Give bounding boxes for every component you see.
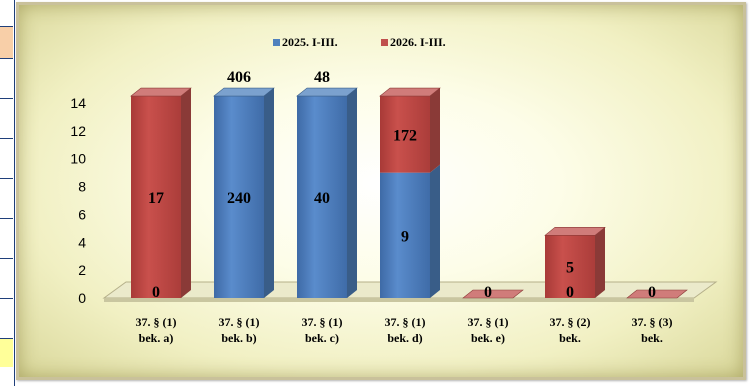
x-axis-category-label: 37. § (1) bek. b) (219, 315, 260, 345)
bar-front (214, 96, 264, 299)
bar-top (626, 289, 688, 299)
legend-label: 2025. I-III. (282, 35, 338, 49)
adjacent-table-cell (0, 298, 13, 339)
x-axis-category-label: 37. § (1) bek. c) (302, 315, 343, 345)
adjacent-table-cell (0, 178, 13, 219)
bar-segment (380, 164, 440, 298)
adjacent-table-cell (0, 258, 13, 299)
bar-top (213, 87, 275, 97)
bar-front (131, 96, 181, 299)
bar-top (544, 227, 606, 236)
bar-top (462, 289, 524, 299)
bar-side (430, 164, 440, 298)
data-label: 0 (484, 284, 492, 301)
bar-segment (380, 88, 440, 173)
data-label: 17 (148, 190, 164, 207)
bar-segment (297, 88, 357, 299)
bar-segment (545, 227, 605, 298)
adjacent-table-cell (0, 138, 13, 179)
bar-side (595, 227, 605, 298)
bar-side (264, 88, 274, 299)
data-label: 9 (401, 228, 409, 245)
x-axis-category-label: 37. § (3) bek. (632, 315, 673, 345)
legend-swatch (381, 39, 388, 46)
data-label: 0 (648, 284, 656, 301)
adjacent-table-footer-cell (0, 338, 13, 367)
data-label: 5 (566, 260, 574, 277)
bar-side (181, 88, 191, 299)
data-label: 172 (393, 127, 417, 144)
y-axis-tick-label: 8 (78, 179, 86, 195)
legend-swatch (273, 39, 280, 46)
y-axis-tick-label: 6 (78, 206, 86, 222)
data-label: 40 (314, 190, 330, 207)
bar-front (545, 235, 595, 298)
data-label: 0 (152, 284, 160, 301)
adjacent-table-header-cell (0, 26, 13, 59)
data-label: 240 (227, 190, 251, 207)
bar-top (130, 87, 192, 97)
bar-side (430, 88, 440, 173)
bar-front (380, 172, 430, 298)
bar-top (379, 87, 441, 97)
bar-segment (214, 88, 274, 299)
data-label-total: 406 (227, 69, 251, 86)
adjacent-table-edge (0, 0, 15, 386)
y-axis-tick-label: 0 (78, 290, 86, 306)
y-axis-tick-label: 14 (70, 95, 86, 111)
y-axis-tick-label: 4 (78, 234, 86, 250)
x-axis-category-label: 37. § (1) bek. d) (385, 315, 426, 345)
chart-floor-edge (104, 298, 694, 302)
data-label: 0 (566, 284, 574, 301)
x-axis-category-label: 37. § (1) bek. e) (468, 315, 509, 345)
x-axis-category-label: 37. § (1) bek. a) (136, 315, 177, 345)
bar-segment (131, 88, 191, 299)
bar-front (380, 96, 430, 173)
adjacent-table-cell (0, 58, 13, 99)
adjacent-table-cell (0, 98, 13, 139)
bar-top (296, 87, 358, 97)
y-axis-tick-label: 2 (78, 262, 86, 278)
data-label-total: 48 (314, 69, 330, 86)
bar-front (297, 96, 347, 299)
x-axis-category-label: 37. § (2) bek. (550, 315, 591, 345)
legend-label: 2026. I-III. (390, 35, 446, 49)
y-axis-tick-label: 12 (70, 123, 86, 139)
adjacent-table-cell (0, 218, 13, 259)
y-axis-tick-label: 10 (70, 151, 86, 167)
bar-side (347, 88, 357, 299)
